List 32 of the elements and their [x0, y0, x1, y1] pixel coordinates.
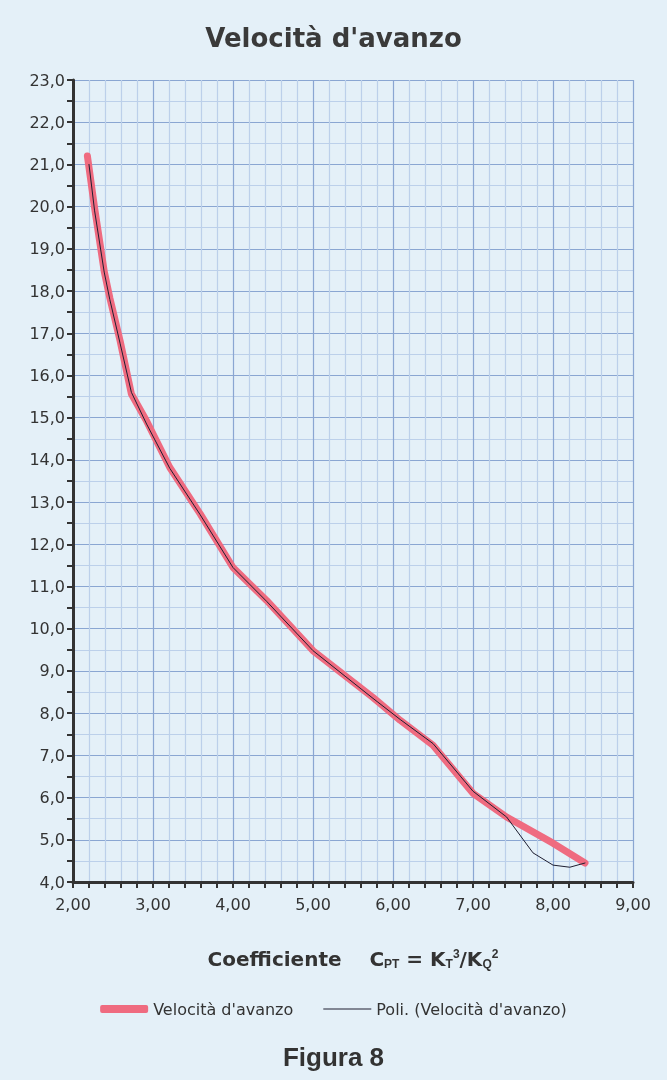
y-tick-label: 10,0 [29, 619, 65, 639]
x-tick-label: 7,00 [455, 894, 491, 914]
y-tick-label: 14,0 [29, 450, 65, 470]
y-tick-label: 16,0 [29, 365, 65, 385]
x-tick-label: 2,00 [55, 894, 91, 914]
x-tick-label: 6,00 [375, 894, 411, 914]
x-tick-label: 3,00 [135, 894, 171, 914]
text: Figura 8 [282, 1042, 385, 1072]
y-tick-label: 21,0 [29, 154, 65, 174]
y-tick-label: 11,0 [29, 577, 65, 597]
y-tick-label: 8,0 [39, 703, 65, 723]
y-tick-label: 17,0 [29, 323, 65, 343]
y-tick-label: 22,0 [29, 112, 65, 132]
y-tick-label: 12,0 [29, 534, 65, 554]
y-tick-label: 6,0 [39, 788, 65, 808]
y-tick-label: 15,0 [29, 408, 65, 428]
y-tick-label: 7,0 [39, 745, 65, 765]
y-tick-label: 9,0 [39, 661, 65, 681]
y-tick-label: 13,0 [29, 492, 65, 512]
y-tick-label: 5,0 [39, 830, 65, 850]
y-tick-label: 19,0 [29, 239, 65, 259]
legend-label: Velocità d'avanzo [153, 999, 294, 1019]
y-tick-label: 23,0 [29, 70, 65, 90]
y-tick-label: 20,0 [29, 197, 65, 217]
x-tick-label: 5,00 [295, 894, 331, 914]
chart-title: Velocità d'avanzo [205, 23, 462, 53]
x-tick-label: 4,00 [215, 894, 251, 914]
y-tick-label: 4,0 [39, 872, 65, 892]
legend-label: Poli. (Velocità d'avanzo) [376, 999, 567, 1019]
x-tick-label: 9,00 [615, 894, 651, 914]
y-tick-label: 18,0 [29, 281, 65, 301]
x-tick-label: 8,00 [535, 894, 571, 914]
